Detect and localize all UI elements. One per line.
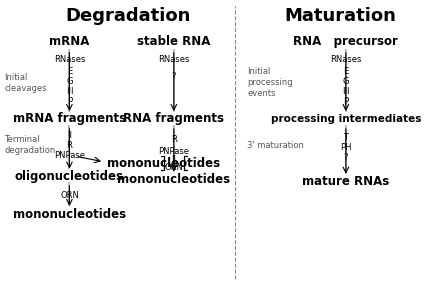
Text: P: P — [343, 97, 349, 106]
Text: mononucleotides: mononucleotides — [13, 208, 126, 221]
Text: P: P — [67, 97, 72, 106]
Text: E: E — [67, 67, 72, 76]
Text: RNases: RNases — [54, 55, 85, 64]
Text: mononucleotides: mononucleotides — [117, 173, 230, 186]
Text: III: III — [342, 87, 349, 96]
Text: oligonucleotides: oligonucleotides — [15, 170, 124, 183]
Text: II: II — [67, 131, 72, 141]
Text: II: II — [171, 154, 177, 164]
Text: G: G — [66, 77, 73, 86]
Text: 3' maturation: 3' maturation — [247, 141, 304, 150]
Text: RNA   precursor: RNA precursor — [293, 35, 398, 48]
Text: E: E — [343, 67, 349, 76]
Text: mature RNAs: mature RNAs — [302, 175, 389, 188]
Text: RNases: RNases — [158, 55, 190, 64]
Text: mRNA: mRNA — [49, 35, 90, 48]
Text: Initial
cleavages: Initial cleavages — [4, 73, 47, 93]
Text: G: G — [343, 77, 349, 86]
Text: mononucleotides: mononucleotides — [107, 157, 220, 170]
Text: ORN: ORN — [164, 163, 183, 172]
Text: PH: PH — [340, 143, 352, 152]
Text: ORN: ORN — [60, 191, 79, 200]
Text: ?: ? — [172, 72, 176, 82]
Text: III: III — [66, 87, 73, 96]
Text: R: R — [171, 135, 177, 144]
Text: ?: ? — [344, 153, 348, 162]
Text: PNPase: PNPase — [54, 151, 85, 160]
Text: Maturation: Maturation — [284, 7, 396, 25]
Text: processing intermediates: processing intermediates — [271, 114, 421, 124]
Text: RNases: RNases — [330, 55, 362, 64]
Text: PNPase: PNPase — [158, 146, 190, 156]
Text: Degradation: Degradation — [65, 7, 190, 25]
Text: RNA fragments: RNA fragments — [123, 112, 224, 125]
Text: stable RNA: stable RNA — [137, 35, 211, 48]
Text: Initial
processing
events: Initial processing events — [247, 67, 293, 98]
Text: mRNA fragments: mRNA fragments — [13, 112, 126, 125]
Text: Terminal
degradation: Terminal degradation — [4, 135, 56, 155]
Text: R: R — [66, 141, 73, 150]
Text: T: T — [343, 133, 349, 142]
